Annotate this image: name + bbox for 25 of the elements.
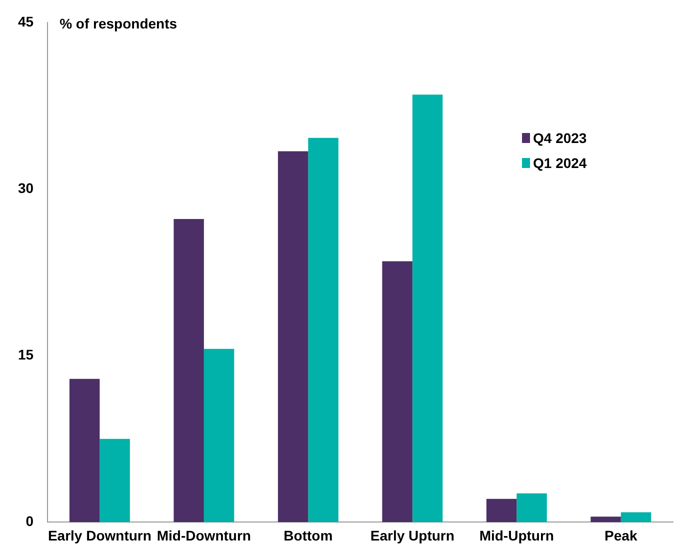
legend-label: Q1 2024 [533,155,587,171]
y-tick-label: 0 [26,513,34,530]
bar [278,151,308,522]
bar [590,516,621,522]
y-tick-label: 45 [18,13,34,30]
bar [486,498,517,522]
x-tick-label: Mid-Upturn [479,527,554,544]
bar [412,94,443,522]
bar [382,261,412,522]
bar [100,438,130,522]
bar [204,348,234,522]
y-tick-label: 30 [18,180,34,196]
x-tick-label: Early Upturn [370,527,454,544]
y-tick-label: 15 [18,346,34,362]
x-tick-label: Bottom [284,527,333,544]
bar [69,378,100,522]
legend-label: Q4 2023 [533,130,587,146]
bar [620,512,652,522]
x-tick-label: Early Downturn [48,527,152,544]
bar [516,493,547,522]
x-tick-label: Mid-Downturn [156,527,251,544]
y-axis-title: % of respondents [60,15,178,32]
x-tick-label: Peak [604,527,638,544]
bar [308,138,338,522]
bar [174,218,204,522]
